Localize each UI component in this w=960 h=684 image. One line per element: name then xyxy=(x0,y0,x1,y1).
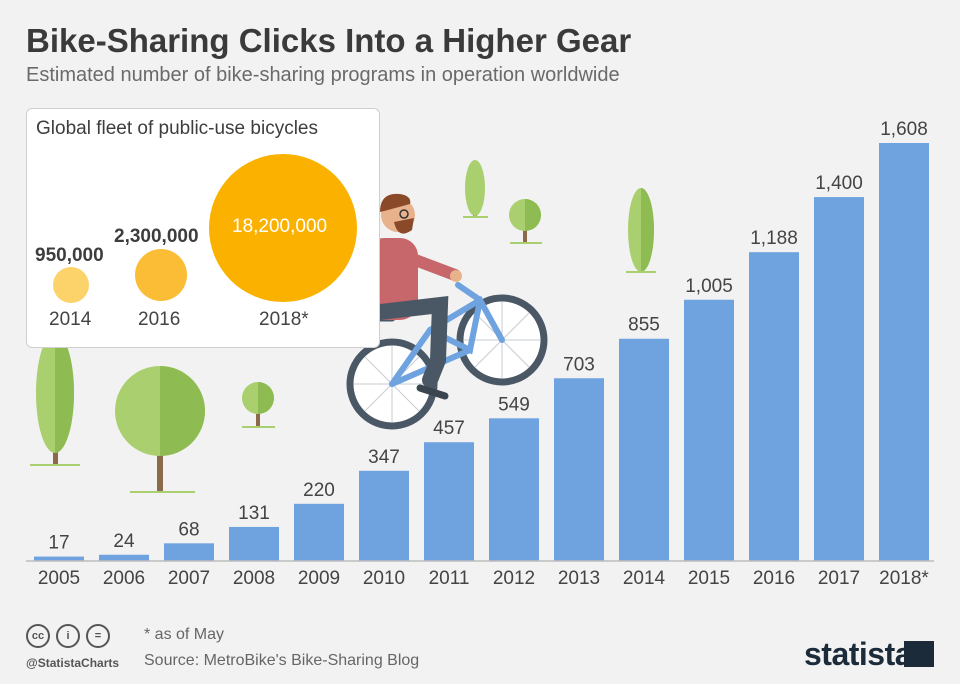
bubble-value-2016: 2,300,000 xyxy=(114,226,199,247)
chart-title: Bike-Sharing Clicks Into a Higher Gear xyxy=(26,22,632,59)
x-tick-label: 2006 xyxy=(103,568,145,589)
bar-2014 xyxy=(619,338,669,561)
equals-icon: = xyxy=(86,624,110,648)
tree-tall-small-icon xyxy=(463,160,488,218)
x-tick-label: 2018* xyxy=(879,568,929,589)
bubble-value-2014: 950,000 xyxy=(35,245,104,266)
bubble-2018 xyxy=(209,154,357,302)
twitter-handle: @StatistaCharts xyxy=(26,656,120,670)
bar-2011 xyxy=(424,442,474,561)
tree-round-mid-icon xyxy=(509,199,542,244)
x-tick-label: 2015 xyxy=(688,568,730,589)
x-tick-label: 2013 xyxy=(558,568,600,589)
bar-value-label: 347 xyxy=(368,447,400,468)
bar-value-label: 703 xyxy=(563,354,595,375)
x-tick-label: 2016 xyxy=(753,568,795,589)
x-tick-label: 2005 xyxy=(38,568,80,589)
bar-value-label: 24 xyxy=(113,531,135,552)
x-tick-label: 2010 xyxy=(363,568,405,589)
bar-value-label: 17 xyxy=(48,533,69,554)
cc-icon: cc xyxy=(26,624,50,648)
bar-2008 xyxy=(229,526,279,561)
license-icons: cc i = xyxy=(26,624,110,648)
bar-2006 xyxy=(99,554,149,561)
bar-value-label: 220 xyxy=(303,480,335,501)
x-tick-label: 2017 xyxy=(818,568,860,589)
x-tick-label: 2008 xyxy=(233,568,275,589)
bar-value-label: 855 xyxy=(628,315,660,336)
bar-2016 xyxy=(749,252,799,561)
cyclist-illustration-icon xyxy=(346,193,548,430)
bar-value-label: 549 xyxy=(498,394,530,415)
bar-value-label: 1,400 xyxy=(815,173,863,194)
bar-value-label: 131 xyxy=(238,503,270,524)
by-icon: i xyxy=(56,624,80,648)
bar-value-label: 457 xyxy=(433,418,465,439)
tree-tall-left-icon xyxy=(30,333,80,466)
bar-2010 xyxy=(359,470,409,561)
bar-2009 xyxy=(294,503,344,561)
bar-2013 xyxy=(554,378,604,561)
statista-logo: statista xyxy=(804,636,913,672)
bar-2018 xyxy=(879,143,929,561)
inset-title: Global fleet of public-use bicycles xyxy=(36,118,318,139)
x-tick-label: 2012 xyxy=(493,568,535,589)
bar-2005 xyxy=(34,556,84,561)
x-tick-label: 2009 xyxy=(298,568,340,589)
bar-value-label: 1,608 xyxy=(880,119,928,140)
bubble-value-2018: 18,200,000 xyxy=(232,216,328,237)
source-note: Source: MetroBike's Bike-Sharing Blog xyxy=(144,652,420,669)
bar-value-label: 1,005 xyxy=(685,276,733,297)
chart-subtitle: Estimated number of bike-sharing program… xyxy=(26,64,620,86)
bar-value-label: 68 xyxy=(178,519,199,540)
bar-value-label: 1,188 xyxy=(750,228,798,249)
x-tick-label: 2011 xyxy=(429,568,470,589)
tree-round-small-icon xyxy=(242,382,275,428)
tree-round-large-icon xyxy=(115,366,205,493)
x-tick-label: 2007 xyxy=(168,568,210,589)
x-tick-label: 2014 xyxy=(623,568,666,589)
bar-2017 xyxy=(814,197,864,562)
tree-tall-right-icon xyxy=(626,188,656,273)
bars-group: 17 24 68 131 220 347 457 549 703 855 1,005 1,188 1,4… xyxy=(34,119,929,562)
bubble-2016 xyxy=(135,249,187,301)
bar-2012 xyxy=(489,418,539,561)
bubble-2014 xyxy=(53,267,89,303)
statista-logo-mark-icon xyxy=(904,641,934,667)
fleet-inset-panel: Global fleet of public-use bicycles 950,… xyxy=(26,108,380,348)
x-axis-ticks: 2005 2006 2007 2008 2009 2010 2011 2012 2013 2014… xyxy=(38,568,930,589)
bubble-year-2016: 2016 xyxy=(138,309,181,330)
bubble-year-2014: 2014 xyxy=(49,309,92,330)
bubble-year-2018: 2018* xyxy=(259,309,309,330)
footnote: * as of May xyxy=(144,626,225,643)
bar-2007 xyxy=(164,543,214,561)
bar-2015 xyxy=(684,299,734,561)
